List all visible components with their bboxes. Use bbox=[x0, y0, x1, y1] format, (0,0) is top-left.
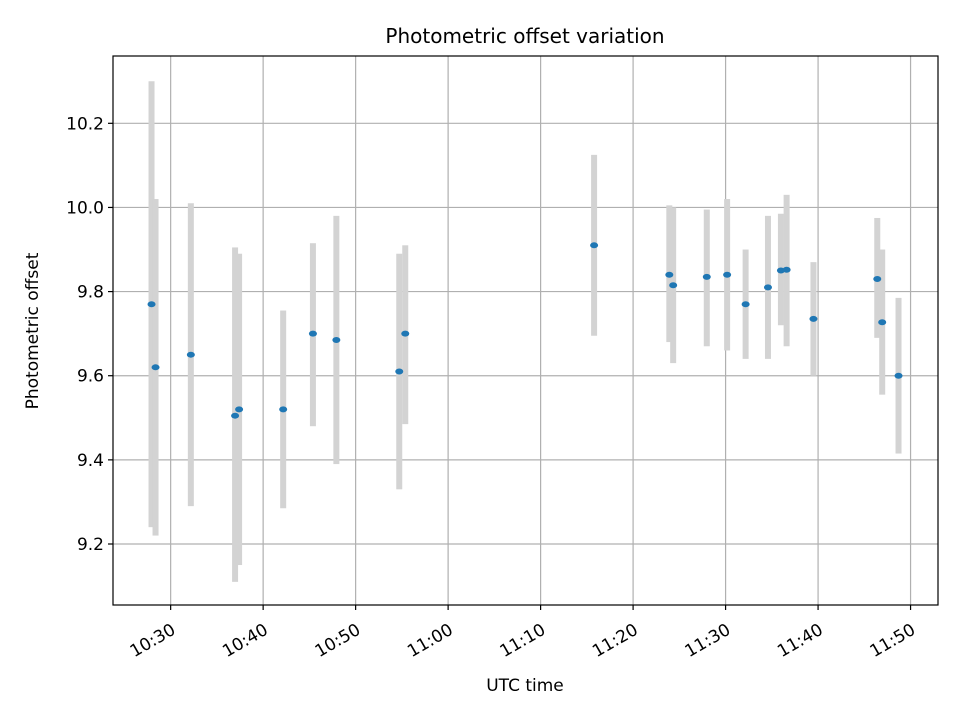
chart-title: Photometric offset variation bbox=[385, 24, 664, 48]
data-point bbox=[873, 275, 882, 282]
data-point bbox=[332, 336, 341, 343]
y-tick-label: 9.8 bbox=[77, 283, 104, 303]
data-point bbox=[702, 273, 711, 280]
axes-frame bbox=[112, 55, 939, 606]
data-point bbox=[665, 271, 674, 278]
data-point bbox=[308, 330, 317, 337]
y-axis-label: Photometric offset bbox=[23, 252, 43, 409]
grid bbox=[113, 56, 938, 605]
data-point bbox=[809, 315, 818, 322]
y-axis-ticks: 9.2 9.4 9.6 9.8 10.0 10.2 bbox=[66, 114, 113, 555]
data-point bbox=[741, 301, 750, 308]
data-point bbox=[669, 282, 678, 289]
data-point bbox=[231, 412, 240, 419]
data-point bbox=[235, 406, 244, 413]
data-point bbox=[186, 351, 195, 358]
data-point bbox=[878, 319, 887, 326]
y-tick-label: 9.2 bbox=[77, 535, 104, 555]
y-tick-label: 10.0 bbox=[66, 198, 104, 218]
data-point bbox=[151, 364, 160, 371]
y-tick-label: 9.6 bbox=[77, 367, 104, 387]
data-point bbox=[401, 330, 410, 337]
x-axis-label: UTC time bbox=[486, 676, 564, 696]
data-point bbox=[147, 301, 156, 308]
data-point bbox=[894, 372, 903, 379]
data-point bbox=[590, 242, 599, 249]
data-points bbox=[147, 242, 903, 419]
y-tick-label: 10.2 bbox=[66, 114, 104, 134]
data-point bbox=[279, 406, 288, 413]
y-tick-label: 9.4 bbox=[77, 451, 104, 471]
data-point bbox=[782, 266, 791, 273]
data-point bbox=[395, 368, 404, 375]
data-point bbox=[723, 271, 732, 278]
data-point bbox=[763, 284, 772, 291]
